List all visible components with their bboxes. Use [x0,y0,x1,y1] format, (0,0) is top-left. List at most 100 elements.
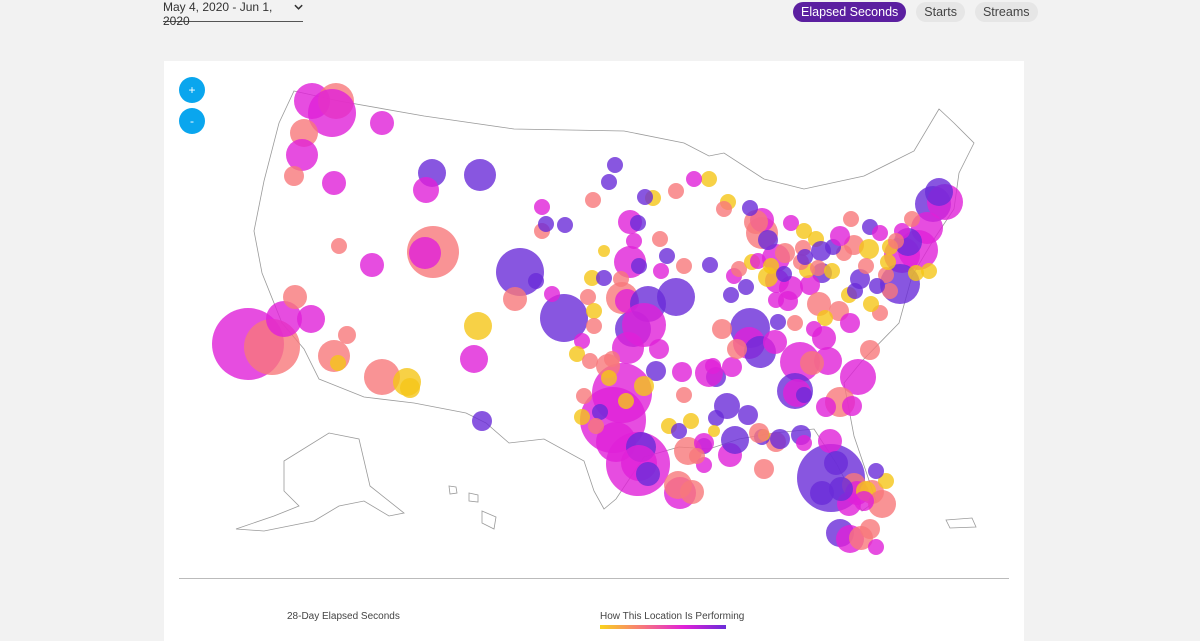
location-bubble[interactable] [868,463,884,479]
location-bubble[interactable] [613,271,629,287]
zoom-in-button[interactable]: + [179,77,205,103]
location-bubble[interactable] [770,314,786,330]
location-bubble[interactable] [618,393,634,409]
location-bubble[interactable] [631,258,647,274]
location-bubble[interactable] [738,405,758,425]
location-bubble[interactable] [783,215,799,231]
location-bubble[interactable] [601,370,617,386]
location-bubble[interactable] [676,387,692,403]
location-bubble[interactable] [868,490,896,518]
location-bubble[interactable] [569,346,585,362]
location-bubble[interactable] [859,239,879,259]
location-bubble[interactable] [503,287,527,311]
location-bubble[interactable] [888,233,904,249]
location-bubble[interactable] [882,283,898,299]
location-bubble[interactable] [842,396,862,416]
location-bubble[interactable] [925,178,953,206]
location-bubble[interactable] [646,361,666,381]
location-bubble[interactable] [738,279,754,295]
tab-starts[interactable]: Starts [916,2,965,22]
location-bubble[interactable] [413,177,439,203]
location-bubble[interactable] [409,237,441,269]
location-bubble[interactable] [921,263,937,279]
location-bubble[interactable] [722,357,742,377]
location-bubble[interactable] [754,459,774,479]
location-bubble[interactable] [763,330,787,354]
location-bubble[interactable] [672,362,692,382]
location-bubble[interactable] [860,340,880,360]
location-bubble[interactable] [574,333,590,349]
location-bubble[interactable] [880,254,896,270]
location-bubble[interactable] [816,397,836,417]
location-bubble[interactable] [731,261,747,277]
location-bubble[interactable] [878,267,894,283]
zoom-out-button[interactable]: - [179,108,205,134]
location-bubble[interactable] [596,270,612,286]
location-bubble[interactable] [770,429,790,449]
tab-elapsed-seconds[interactable]: Elapsed Seconds [793,2,907,22]
location-bubble[interactable] [712,319,732,339]
location-bubble[interactable] [776,266,792,282]
location-bubble[interactable] [601,174,617,190]
location-bubble[interactable] [904,211,920,227]
location-bubble[interactable] [749,423,769,443]
location-bubble[interactable] [860,519,880,539]
location-bubble[interactable] [716,201,732,217]
location-bubble[interactable] [534,199,550,215]
location-bubble[interactable] [778,291,798,311]
location-bubble[interactable] [636,462,660,486]
location-bubble[interactable] [689,448,705,464]
location-bubble[interactable] [750,253,766,269]
location-bubble[interactable] [580,289,596,305]
location-bubble[interactable] [705,358,721,374]
location-bubble[interactable] [360,253,384,277]
location-bubble[interactable] [763,258,779,274]
location-bubble[interactable] [653,263,669,279]
location-bubble[interactable] [464,312,492,340]
location-bubble[interactable] [652,231,668,247]
location-bubble[interactable] [598,245,610,257]
location-bubble[interactable] [370,111,394,135]
location-bubble[interactable] [701,171,717,187]
tab-streams[interactable]: Streams [974,2,1038,22]
location-bubble[interactable] [574,409,590,425]
location-bubble[interactable] [400,378,420,398]
location-bubble[interactable] [694,433,714,453]
location-bubble[interactable] [824,451,848,475]
location-bubble[interactable] [702,257,718,273]
location-bubble[interactable] [683,413,699,429]
location-bubble[interactable] [775,243,795,263]
location-bubble[interactable] [586,303,602,319]
location-bubble[interactable] [840,313,860,333]
location-bubble[interactable] [364,359,400,395]
location-bubble[interactable] [810,481,834,505]
location-bubble[interactable] [557,217,573,233]
location-bubble[interactable] [584,270,600,286]
location-bubble[interactable] [854,491,874,511]
location-bubble[interactable] [824,263,840,279]
location-bubble[interactable] [676,258,692,274]
location-bubble[interactable] [330,355,346,371]
location-bubble[interactable] [592,404,608,420]
location-bubble[interactable] [284,166,304,186]
location-bubble[interactable] [818,429,842,453]
location-bubble[interactable] [266,301,302,337]
location-bubble[interactable] [297,305,325,333]
location-bubble[interactable] [283,285,307,309]
location-bubble[interactable] [908,265,924,281]
location-bubble[interactable] [630,215,646,231]
location-bubble[interactable] [878,473,894,489]
location-bubble[interactable] [586,318,602,334]
location-bubble[interactable] [869,278,885,294]
location-bubble[interactable] [544,286,560,302]
location-bubble[interactable] [588,418,604,434]
location-bubble[interactable] [858,258,874,274]
location-bubble[interactable] [811,241,831,261]
location-bubble[interactable] [686,171,702,187]
location-bubble[interactable] [472,411,492,431]
location-bubble[interactable] [680,480,704,504]
location-bubble[interactable] [742,200,758,216]
location-bubble[interactable] [829,477,853,501]
location-bubble[interactable] [538,216,554,232]
location-bubble[interactable] [830,226,850,246]
